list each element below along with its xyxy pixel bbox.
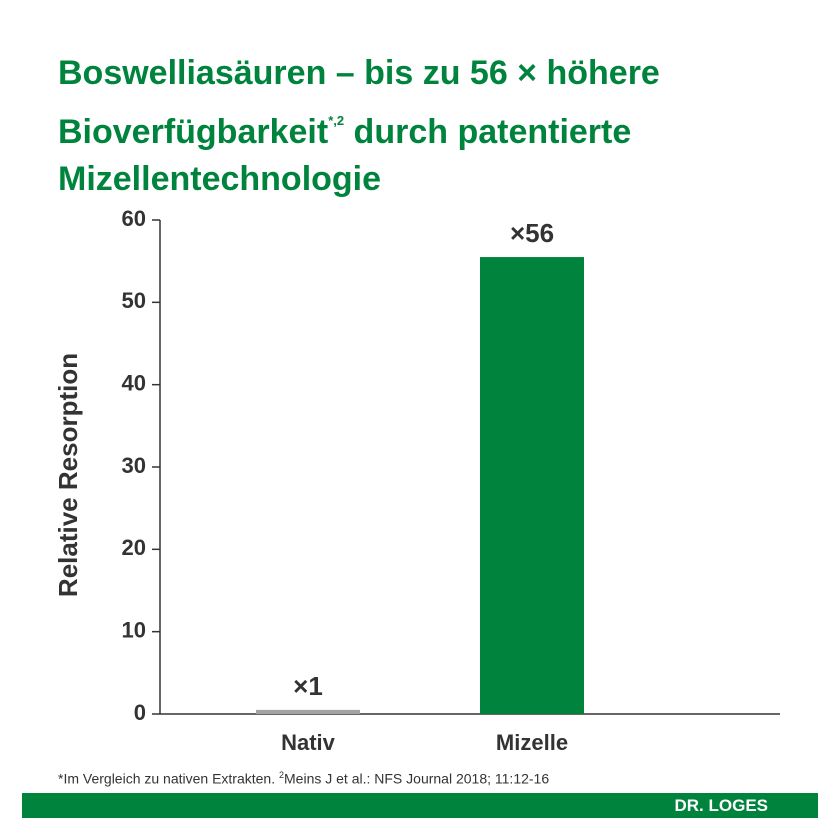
title-superscript: *,2 <box>328 113 345 128</box>
y-tick-label: 30 <box>122 453 146 478</box>
y-tick-label: 0 <box>134 700 146 725</box>
y-tick-label: 20 <box>122 535 146 560</box>
bar <box>480 257 584 714</box>
annotation: ×1 <box>293 671 323 701</box>
footnote-superscript: 2 <box>279 770 285 780</box>
footnote-text: *Im Vergleich zu nativen Extrakten. <box>58 770 276 787</box>
footer-bar: DR. LOGES <box>22 793 818 818</box>
x-tick-label: Mizelle <box>496 730 568 755</box>
y-tick-label: 10 <box>122 617 146 642</box>
annotation: ×56 <box>510 218 554 248</box>
y-tick-label: 60 <box>122 206 146 231</box>
y-axis-label: Relative Resorption <box>53 353 83 597</box>
chart: Relative Resorption 0 10 20 30 40 50 60 ×1 Nativ… <box>53 206 780 755</box>
footnote: *Im Vergleich zu nativen Extrakten. 2Mei… <box>58 770 549 787</box>
bar <box>256 709 360 714</box>
y-tick-label: 50 <box>122 288 146 313</box>
title-text: durch patentierte Mizellentechnologie <box>58 113 632 198</box>
x-tick-label: Nativ <box>281 730 336 755</box>
footnote-text: Meins J et al.: NFS Journal 2018; 11:12-… <box>284 770 550 787</box>
chart-title: Boswelliasäuren – bis zu 56 × höhere Bio… <box>58 50 718 203</box>
title-text: Boswelliasäuren – bis zu 56 × höhere Bio… <box>58 54 660 151</box>
y-tick-label: 40 <box>122 370 146 395</box>
brand: DR. LOGES <box>674 796 768 815</box>
